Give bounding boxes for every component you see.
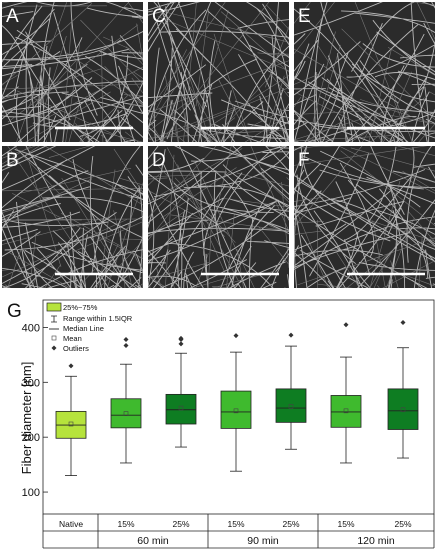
x-subgroup-label: 60 min	[137, 535, 169, 547]
box-plot-chart: G Fiber diameter [nm] 100 200 300 400 25%~7…	[7, 299, 435, 549]
box-6	[387, 319, 419, 459]
y-tick-label: 200	[22, 432, 40, 444]
iqr-box	[387, 388, 419, 430]
panel-label-b: B	[6, 150, 19, 171]
legend-box-label: 25%~75%	[63, 303, 98, 312]
sem-image-panel-f: F	[294, 146, 435, 288]
legend-mean-symbol	[51, 335, 57, 341]
x-axis-category-table: Native 15% 25% 15% 25% 15% 25%60 min 90 min 120 …	[42, 514, 435, 549]
panel-label-c: C	[152, 6, 166, 27]
x-category-label: 15%	[117, 519, 134, 529]
legend-box-swatch	[46, 302, 62, 312]
y-axis-ticks: 100 200 300 400	[22, 322, 48, 499]
outlier-point	[123, 343, 129, 349]
x-category-label: 25%	[394, 519, 411, 529]
outlier-point	[288, 332, 294, 338]
outlier-point	[233, 333, 239, 339]
panel-label-d: D	[152, 150, 166, 171]
fiber-texture	[148, 146, 289, 288]
fiber-texture	[2, 2, 143, 142]
legend-whisker-label: Range within 1.5IQR	[63, 314, 133, 323]
sem-image-panel-d: D	[148, 146, 289, 288]
panel-label-g: G	[7, 301, 22, 322]
iqr-box	[220, 390, 252, 429]
legend-outlier-symbol	[51, 345, 57, 351]
x-category-label: 25%	[172, 519, 189, 529]
box-1	[110, 337, 142, 464]
panel-label-f: F	[298, 150, 310, 171]
legend-mean-label: Mean	[63, 334, 82, 343]
legend-outlier-label: Outliers	[63, 344, 89, 353]
iqr-box	[165, 393, 197, 425]
box-5	[330, 322, 362, 464]
iqr-box	[330, 395, 362, 428]
x-subgroup-label: 120 min	[357, 535, 395, 547]
outlier-point	[178, 335, 184, 341]
sem-image-background	[148, 146, 289, 288]
mean-marker	[400, 407, 406, 413]
outlier-point	[68, 363, 74, 369]
box-3	[220, 333, 252, 472]
x-category-label: 25%	[282, 519, 299, 529]
plot-area-frame	[42, 299, 435, 515]
mean-marker	[288, 404, 294, 409]
box-2	[165, 335, 197, 448]
sem-image-background	[2, 146, 143, 288]
fiber-texture	[294, 2, 435, 142]
outlier-point	[178, 341, 184, 347]
box-0	[55, 363, 87, 476]
box-4	[275, 332, 307, 450]
legend-whisker-symbol	[51, 315, 57, 323]
sem-image-panel-e: E	[294, 2, 435, 142]
fiber-texture	[148, 2, 289, 142]
mean-marker	[68, 421, 74, 427]
y-axis-label: Fiber diameter [nm]	[19, 362, 34, 475]
outlier-point	[343, 322, 349, 328]
sem-image-panel-a: A	[2, 2, 143, 142]
y-tick-label: 100	[22, 487, 40, 499]
y-tick-label: 300	[22, 377, 40, 389]
sem-image-panel-c: C	[148, 2, 289, 142]
mean-marker	[343, 408, 349, 414]
x-category-label: Native	[59, 519, 83, 529]
sem-panels: A C E B D F	[2, 2, 435, 288]
y-tick-label: 400	[22, 322, 40, 334]
x-category-label: 15%	[227, 519, 244, 529]
outlier-point	[123, 337, 129, 343]
x-subgroup-label: 90 min	[247, 535, 279, 547]
mean-marker	[233, 408, 239, 414]
mean-marker	[123, 411, 129, 416]
outlier-point	[400, 319, 406, 325]
panel-label-a: A	[6, 6, 19, 27]
iqr-box	[275, 388, 307, 423]
fiber-texture	[294, 146, 435, 288]
box-series	[55, 319, 419, 476]
x-category-label: 15%	[337, 519, 354, 529]
sem-image-panel-b: B	[2, 146, 143, 288]
mean-marker	[178, 405, 184, 411]
legend-median-label: Median Line	[63, 324, 104, 333]
iqr-box	[110, 398, 142, 429]
panel-label-e: E	[298, 6, 311, 27]
